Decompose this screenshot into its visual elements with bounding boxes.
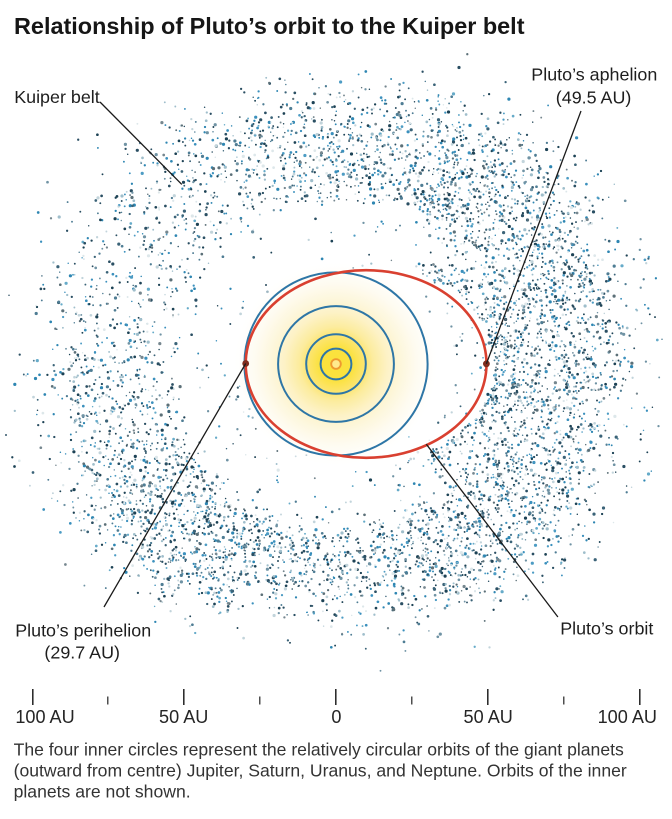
svg-text:(29.7 AU): (29.7 AU) (44, 642, 120, 662)
svg-text:50 AU: 50 AU (159, 707, 208, 727)
svg-text:50 AU: 50 AU (464, 707, 513, 727)
svg-text:Pluto’s orbit: Pluto’s orbit (560, 618, 653, 638)
svg-text:Pluto’s aphelion: Pluto’s aphelion (531, 65, 657, 85)
svg-text:The four inner circles represe: The four inner circles represent the rel… (14, 739, 624, 759)
svg-text:Pluto’s perihelion: Pluto’s perihelion (15, 620, 151, 640)
svg-text:100 AU: 100 AU (15, 707, 74, 727)
svg-text:Relationship of Pluto’s orbit: Relationship of Pluto’s orbit to the Kui… (14, 13, 525, 39)
svg-text:0: 0 (331, 707, 341, 727)
svg-text:(49.5 AU): (49.5 AU) (556, 88, 632, 108)
svg-text:Kuiper belt: Kuiper belt (14, 87, 100, 107)
svg-text:(outward from centre) Jupiter,: (outward from centre) Jupiter, Saturn, U… (14, 761, 627, 781)
svg-text:100 AU: 100 AU (598, 707, 657, 727)
svg-text:planets are not shown.: planets are not shown. (14, 782, 191, 802)
